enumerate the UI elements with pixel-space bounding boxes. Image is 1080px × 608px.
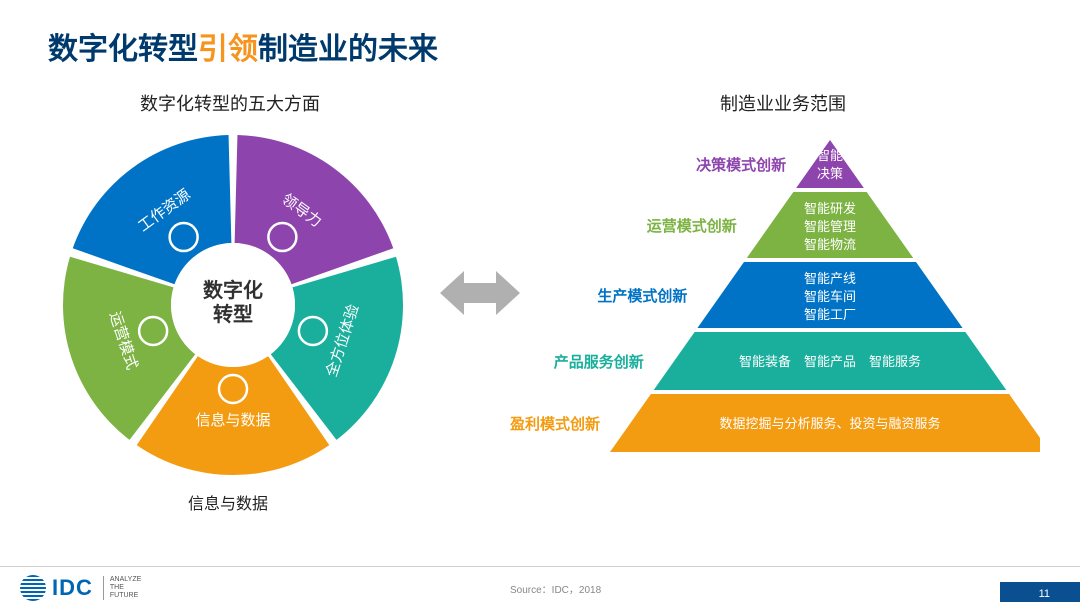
slide: 数字化转型引领制造业的未来 数字化转型的五大方面 制造业业务范围 工作资源领导力… — [0, 0, 1080, 608]
pyramid-side-label-0: 决策模式创新 — [666, 154, 786, 175]
idc-tagline: ANALYZETHEFUTURE — [103, 576, 141, 599]
pyramid-side-label-3: 产品服务创新 — [524, 351, 644, 372]
title-part3: 制造业的未来 — [258, 33, 438, 66]
pyramid-content-3: 智能装备 智能产品 智能服务 — [654, 353, 1007, 371]
donut-chart: 工作资源领导力全方位体验信息与数据运营模式数字化转型 — [48, 120, 418, 490]
page-number: 11 — [1039, 588, 1050, 600]
idc-logo: IDC ANALYZETHEFUTURE — [20, 575, 141, 601]
pyramid-content-4: 数据挖掘与分析服务、投资与融资服务 — [610, 415, 1050, 433]
pyramid-side-label-1: 运营模式创新 — [617, 215, 737, 236]
source-text: Source：IDC，2018 — [510, 581, 601, 596]
pyramid-side-label-4: 盈利模式创新 — [480, 413, 600, 434]
pyramid-content-2: 智能产线智能车间智能工厂 — [697, 270, 962, 325]
pyramid-content-1: 智能研发智能管理智能物流 — [747, 200, 913, 255]
title-part2: 引领 — [198, 33, 258, 66]
subtitle-right: 制造业业务范围 — [720, 90, 846, 116]
pyramid-chart: 决策模式创新智能决策运营模式创新智能研发智能管理智能物流生产模式创新智能产线智能… — [570, 120, 1040, 510]
pyramid-content-0: 智能决策 — [796, 147, 864, 183]
bidirectional-arrow-icon — [440, 265, 520, 326]
donut-label-3: 信息与数据 — [195, 412, 270, 429]
title-part1: 数字化转型 — [48, 33, 198, 66]
donut-center-l1: 数字化 — [203, 278, 263, 302]
footer: IDC ANALYZETHEFUTURE Source：IDC，2018 11 — [0, 566, 1080, 608]
donut-bottom-label: 信息与数据 — [188, 490, 268, 514]
idc-globe-icon — [20, 575, 46, 601]
subtitle-left: 数字化转型的五大方面 — [140, 90, 320, 116]
donut-center-l2: 转型 — [213, 302, 253, 326]
pyramid-side-label-2: 生产模式创新 — [567, 285, 687, 306]
idc-logo-text: IDC — [52, 575, 93, 601]
slide-title: 数字化转型引领制造业的未来 — [48, 24, 438, 68]
